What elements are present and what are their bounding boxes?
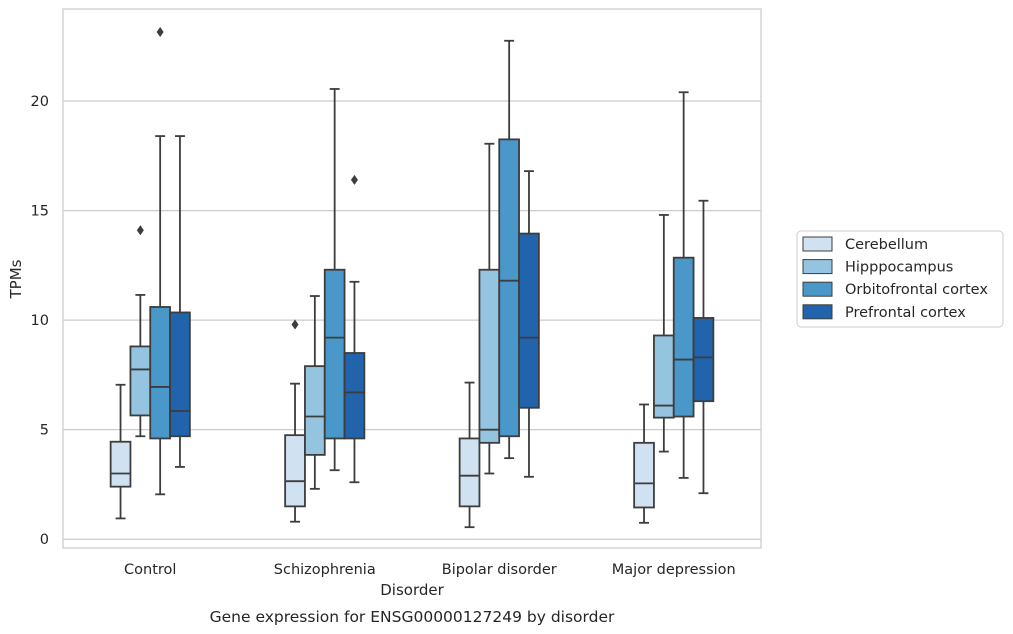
box-orbitofrontal-cortex xyxy=(149,27,171,496)
box-cerebellum xyxy=(109,383,132,520)
box-iqr xyxy=(458,437,481,508)
box-hipppocampus xyxy=(304,295,326,490)
box-iqr xyxy=(149,306,171,440)
box-hipppocampus xyxy=(478,142,501,475)
x-tick-label: Schizophrenia xyxy=(274,562,376,578)
chart-caption: Gene expression for ENSG00000127249 by d… xyxy=(210,608,615,626)
y-tick-label: 20 xyxy=(31,94,49,110)
box-iqr xyxy=(129,345,152,417)
x-axis-label: Disorder xyxy=(380,581,444,599)
box-iqr xyxy=(633,441,655,509)
box-orbitofrontal-cortex xyxy=(323,88,346,472)
y-tick-label: 10 xyxy=(31,313,49,329)
box-iqr xyxy=(343,352,366,440)
box-iqr xyxy=(323,268,346,440)
box-cerebellum xyxy=(633,403,655,524)
box-iqr xyxy=(478,268,501,444)
box-cerebellum xyxy=(458,381,481,529)
box-prefrontal-cortex xyxy=(518,170,540,478)
legend-label: Orbitofrontal cortex xyxy=(845,282,988,298)
y-axis-label: TPMs xyxy=(7,259,25,299)
box-iqr xyxy=(692,317,715,403)
axes xyxy=(62,8,762,549)
box-hipppocampus xyxy=(129,225,152,438)
outlier-point xyxy=(350,174,358,185)
box-prefrontal-cortex xyxy=(343,174,366,484)
legend-label: Prefrontal cortex xyxy=(845,305,966,321)
outlier-point xyxy=(156,27,164,38)
legend-swatch xyxy=(802,304,833,320)
legend-label: Hipppocampus xyxy=(845,260,953,276)
outlier-point xyxy=(291,319,299,330)
y-tick-labels: 0 5 10 15 20 xyxy=(31,94,49,548)
outlier-point xyxy=(136,225,144,236)
x-tick-label: Control xyxy=(124,562,176,578)
box-iqr xyxy=(109,440,132,488)
y-tick-label: 0 xyxy=(40,532,49,548)
legend-swatch xyxy=(802,259,833,275)
plot-area-frame xyxy=(62,8,762,549)
box-iqr xyxy=(672,256,695,418)
box-iqr xyxy=(169,311,191,438)
box-plot-series xyxy=(109,27,715,529)
x-tick-label: Major depression xyxy=(612,562,736,578)
legend-swatch xyxy=(802,281,833,297)
box-cerebellum xyxy=(284,319,306,523)
box-orbitofrontal-cortex xyxy=(498,39,520,460)
x-tick-labels: Control Schizophrenia Bipolar disorder Majo… xyxy=(124,562,736,578)
x-tick-label: Bipolar disorder xyxy=(442,562,557,578)
box-iqr xyxy=(518,232,540,409)
box-prefrontal-cortex xyxy=(169,135,191,468)
y-tick-label: 5 xyxy=(40,423,49,439)
box-iqr xyxy=(304,365,326,456)
legend-label: Cerebellum xyxy=(845,237,928,253)
box-iqr xyxy=(498,138,520,438)
y-tick-label: 15 xyxy=(31,204,49,220)
legend-frame xyxy=(796,230,1004,328)
legend-swatch xyxy=(802,236,833,252)
legend: Cerebellum Hipppocampus Orbitofrontal cort… xyxy=(796,230,1004,328)
box-prefrontal-cortex xyxy=(692,199,715,495)
box-orbitofrontal-cortex xyxy=(672,91,695,479)
box-hipppocampus xyxy=(653,214,675,453)
box-iqr xyxy=(284,434,306,508)
